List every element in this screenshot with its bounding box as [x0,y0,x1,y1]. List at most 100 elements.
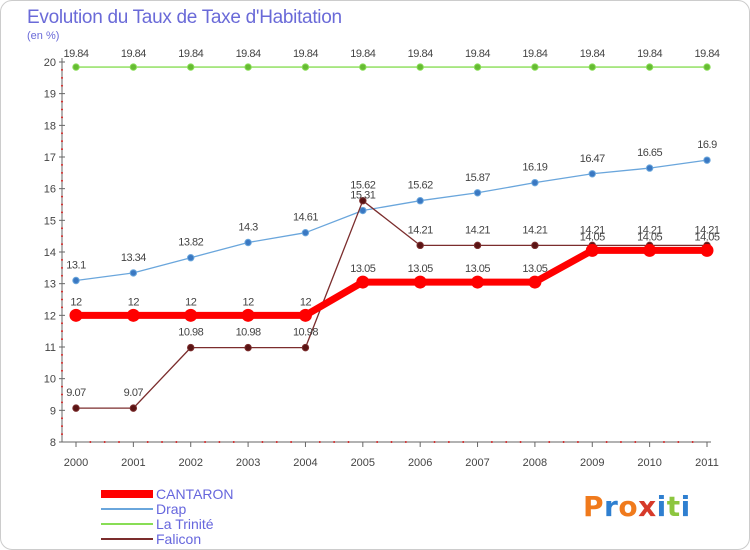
data-point-cantaron [241,308,255,322]
data-point-la-trinite [473,63,482,71]
logo-letter: o [618,490,639,523]
y-minor-dot [61,163,63,166]
y-tick-label: 11 [45,342,56,354]
data-label-la-trinite: 19.84 [236,48,261,60]
x-minor-dot [275,441,278,443]
data-point-falicon [416,241,424,250]
data-label-la-trinite: 19.84 [694,48,719,60]
data-label-cantaron: 14.05 [637,231,662,243]
x-minor-dot [447,441,450,443]
x-tick-label: 2000 [64,457,88,469]
y-minor-dot [61,76,63,79]
data-label-la-trinite: 19.84 [637,48,662,60]
x-minor-dot [404,441,407,443]
y-tick-label: 15 [44,215,56,227]
data-label-la-trinite: 19.84 [63,48,88,60]
chart-title: Evolution du Taux de Taxe d'Habitation [27,7,342,28]
x-tick-label: 2005 [351,457,375,469]
y-minor-dot [61,290,63,293]
x-tick-label: 2001 [121,457,145,469]
data-label-cantaron: 12 [242,296,254,308]
data-point-cantaron [413,275,427,289]
data-label-falicon: 15.62 [350,180,375,192]
data-point-falicon [187,343,195,352]
data-point-la-trinite [187,63,195,71]
legend-swatch-cantaron [101,490,153,498]
x-minor-dot [376,441,379,443]
data-label-cantaron: 12 [128,296,140,308]
x-tick-label: 2008 [523,457,547,469]
data-point-falicon [72,404,80,412]
logo-letter: r [604,490,619,523]
y-minor-dot [61,401,63,404]
data-point-falicon [129,404,138,412]
data-label-drap: 13.82 [178,237,203,249]
data-point-cantaron [585,243,599,257]
data-point-falicon [359,197,367,205]
x-minor-dot [562,441,565,443]
data-point-drap [416,197,424,205]
x-minor-dot [605,441,608,443]
series-line-cantaron [72,246,711,319]
data-label-drap: 13.34 [121,252,146,264]
x-minor-dot [462,441,465,443]
x-minor-dot [318,441,321,443]
x-tick-label: 2009 [580,457,604,469]
logo-letter: i [656,490,667,523]
data-label-falicon: 14.21 [522,224,547,236]
data-label-la-trinite: 19.84 [350,48,375,60]
data-label-falicon: 10.98 [236,327,261,339]
y-tick-label: 20 [44,57,56,69]
data-point-cantaron [528,275,542,289]
x-minor-dot [161,441,164,443]
y-minor-dot [61,179,63,182]
data-label-falicon: 10.98 [178,327,203,339]
y-minor-dot [61,84,63,87]
data-point-falicon [531,241,539,250]
data-label-falicon: 14.21 [637,224,662,236]
data-point-la-trinite [588,63,596,71]
logo-letter: x [638,490,657,523]
data-point-la-trinite [129,63,138,71]
y-tick-label: 17 [44,152,56,164]
data-label-cantaron: 13.05 [465,263,490,275]
data-point-la-trinite [416,63,424,71]
y-minor-dot [61,108,63,111]
legend-label-cantaron: CANTARON [156,486,234,502]
x-minor-dot [218,441,221,443]
x-tick-label: 2011 [695,457,719,469]
x-minor-dot [519,441,522,443]
x-minor-dot [146,441,149,443]
data-label-falicon: 14.21 [694,224,719,236]
y-minor-dot [61,203,63,206]
y-minor-dot [61,211,63,214]
y-minor-dot [61,306,63,309]
data-label-la-trinite: 19.84 [580,48,605,60]
data-point-drap [531,178,539,187]
data-label-la-trinite: 19.84 [121,48,146,60]
x-minor-dot [390,441,393,443]
y-tick-label: 9 [50,405,56,417]
data-point-drap [359,206,367,215]
data-label-drap: 15.31 [350,190,375,202]
data-point-drap [129,269,138,277]
x-tick-label: 2004 [293,457,317,469]
data-label-falicon: 9.07 [124,387,144,399]
data-point-cantaron [69,308,83,322]
data-label-falicon: 14.21 [580,224,605,236]
data-label-drap: 16.19 [522,162,547,174]
x-minor-dot [662,441,665,443]
data-label-cantaron: 13.05 [522,263,547,275]
legend-label-falicon: Falicon [156,531,202,547]
data-label-cantaron: 13.05 [408,263,433,275]
y-minor-dot [61,369,63,372]
y-minor-dot [61,235,63,238]
x-minor-dot [619,441,622,443]
y-minor-dot [61,322,63,325]
data-label-la-trinite: 19.84 [293,48,318,60]
x-minor-dot [261,441,264,443]
x-tick-label: 2006 [408,457,432,469]
y-tick-label: 12 [44,310,56,322]
data-label-falicon: 14.21 [465,224,490,236]
